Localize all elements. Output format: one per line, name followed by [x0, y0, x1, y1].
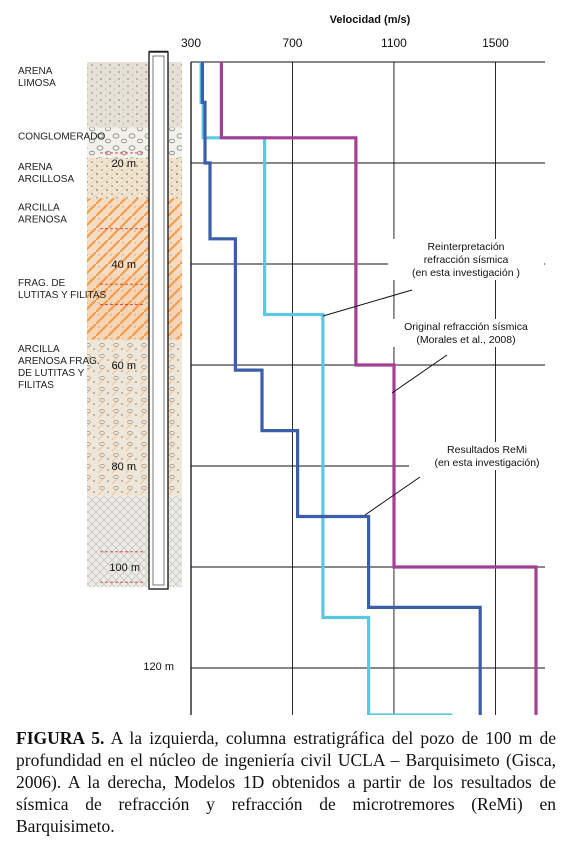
annotation-leader-1 [391, 354, 448, 394]
series-line-2 [200, 62, 482, 715]
stratum-label-1: CONGLOMERADO [18, 132, 105, 143]
stratum-label-4: FRAG. DE LUTITAS Y FILITAS [18, 278, 107, 301]
borehole [148, 50, 169, 590]
depth-label-120: 120 m [143, 661, 174, 673]
annotation-0: Reinterpretación refracción sísmica (en es… [412, 241, 520, 279]
x-axis-ticks: 300 700 1100 1500 [181, 36, 509, 50]
velocity-depth-chart: 300 700 1100 1500 Velocidad (m/s) Reinterpr… [181, 14, 565, 715]
annotation-bg-0 [388, 239, 544, 280]
annotation-1: Original refracción sísmica (Morales et a… [404, 321, 528, 346]
x-tick-700: 700 [282, 36, 302, 50]
chart-title: Velocidad (m/s) [330, 14, 411, 26]
stratum-label-3: ARCILLA ARENOSA [18, 202, 67, 225]
caption-text: A la izquierda, columna estratigráfica d… [16, 728, 557, 836]
annotation-2: Resultados ReMi (en esta investigación) [434, 444, 539, 469]
figure-caption: FIGURA 5. A la izquierda, columna estrat… [16, 727, 556, 837]
annotation-leader-0 [322, 289, 413, 317]
caption-label: FIGURA 5. [16, 728, 105, 748]
depth-label-20: 20 m [112, 158, 136, 170]
annotation-bg-1 [388, 319, 544, 347]
figure-5: ARENA LIMOSA CONGLOMERADO ARENA ARCILLOSA ARC… [18, 14, 565, 715]
series-line-0 [199, 62, 453, 715]
x-tick-1100: 1100 [381, 36, 407, 50]
x-tick-1500: 1500 [482, 36, 509, 50]
annotation-leader-2 [364, 476, 421, 516]
stratigraphic-labels: ARENA LIMOSA CONGLOMERADO ARENA ARCILLOSA ARC… [18, 66, 107, 391]
depth-labels: 20 m 40 m 60 m 80 m 100 m 120 m [109, 158, 174, 673]
chart-series [199, 62, 538, 715]
stratum-label-5: ARCILLA ARENOSA FRAG. DE LUTITAS Y FILITAS [18, 344, 100, 391]
depth-label-80: 80 m [112, 461, 136, 473]
annotation-bg-2 [409, 442, 565, 470]
depth-label-60: 60 m [112, 360, 136, 372]
stratum-label-0: ARENA LIMOSA [18, 66, 56, 89]
series-line-1 [219, 62, 538, 715]
x-tick-300: 300 [181, 36, 201, 50]
depth-label-100: 100 m [109, 562, 140, 574]
stratum-label-2: ARENA ARCILLOSA [18, 162, 74, 185]
depth-label-40: 40 m [112, 259, 136, 271]
chart-annotations: Reinterpretación refracción sísmica (en es… [322, 239, 565, 516]
